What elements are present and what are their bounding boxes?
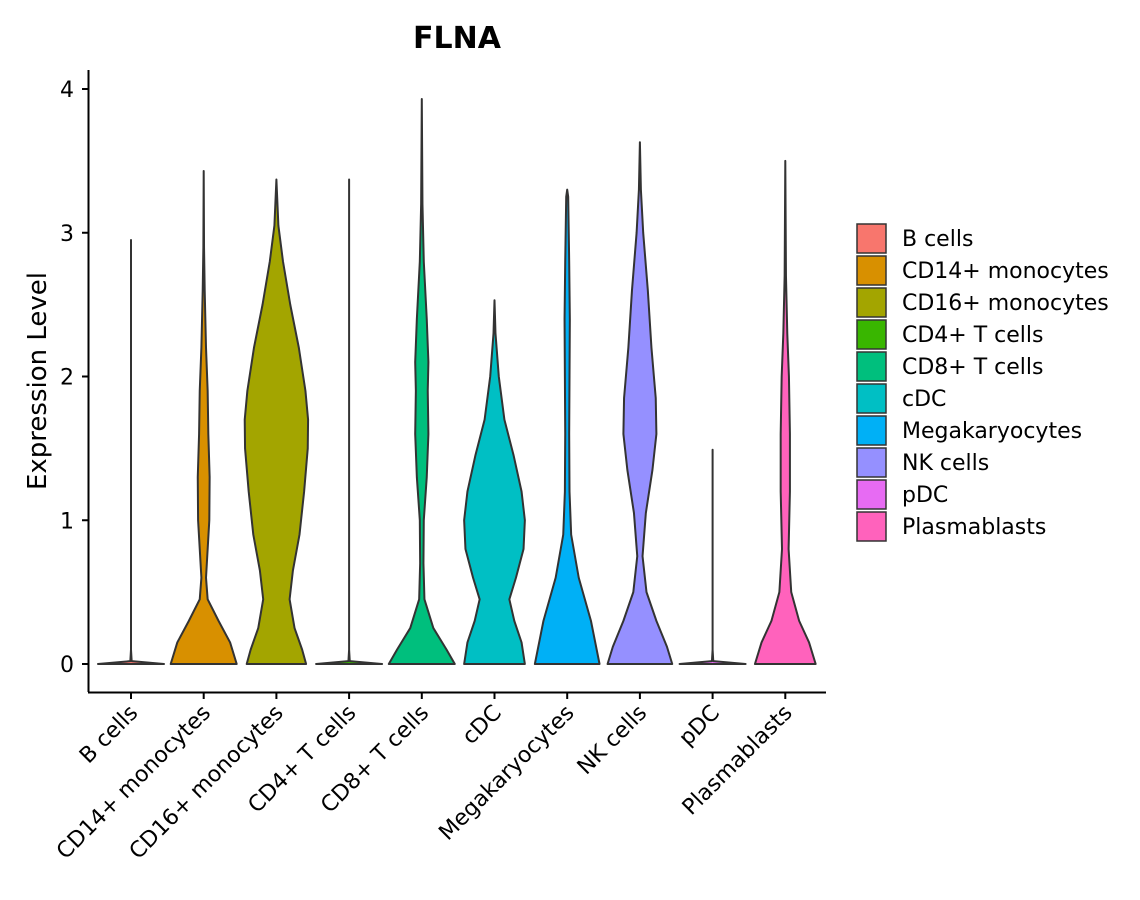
y-tick-label: 2: [60, 366, 74, 391]
legend-swatch: [856, 223, 887, 254]
violin-nk-cells: [606, 141, 674, 665]
violin-group: [97, 98, 817, 665]
violin-cd14-monocytes: [169, 169, 238, 665]
violin-b-cells: [97, 238, 165, 665]
y-axis-ticks: 0 1 2 3 4: [60, 78, 88, 678]
legend-swatch: [856, 511, 887, 542]
violin-cd8-t-cells: [387, 98, 456, 665]
legend-swatch: [856, 287, 887, 318]
violin-plasmablasts: [753, 159, 817, 665]
legend-label: Plasmablasts: [902, 515, 1046, 540]
legend-swatch: [856, 319, 887, 350]
x-tick-label: NK cells: [573, 701, 652, 780]
legend-label: Megakaryocytes: [902, 419, 1082, 444]
legend: B cells CD14+ monocytes CD16+ monocytes CD4…: [856, 223, 1109, 542]
x-tick-label: Megakaryocytes: [434, 701, 579, 846]
legend-swatch: [856, 383, 887, 414]
legend-label: CD16+ monocytes: [902, 291, 1109, 316]
legend-swatch: [856, 447, 887, 478]
legend-label: CD4+ T cells: [902, 323, 1043, 348]
legend-swatch: [856, 255, 887, 286]
y-tick-label: 3: [60, 222, 74, 247]
legend-label: B cells: [902, 227, 973, 252]
violin-cd16-monocytes: [243, 178, 310, 665]
legend-label: pDC: [902, 483, 948, 508]
y-tick-label: 4: [60, 78, 74, 103]
legend-label: CD8+ T cells: [902, 355, 1043, 380]
legend-label: CD14+ monocytes: [902, 259, 1109, 284]
legend-swatch: [856, 351, 887, 382]
legend-label: cDC: [902, 387, 946, 412]
x-tick-label: cDC: [458, 701, 507, 750]
violin-pdc: [678, 448, 747, 665]
violin-megakaryocytes: [533, 188, 601, 665]
x-tick-label: B cells: [75, 701, 143, 769]
y-tick-label: 0: [60, 653, 74, 678]
violin-cd4-t-cells: [315, 178, 384, 665]
y-axis-title: Expression Level: [23, 272, 53, 490]
legend-swatch: [856, 415, 887, 446]
legend-swatch: [856, 479, 887, 510]
violin-cdc: [463, 299, 526, 665]
y-tick-label: 1: [60, 509, 74, 534]
legend-label: NK cells: [902, 451, 989, 476]
chart-title: FLNA: [413, 21, 502, 56]
x-tick-label: pDC: [674, 701, 724, 751]
